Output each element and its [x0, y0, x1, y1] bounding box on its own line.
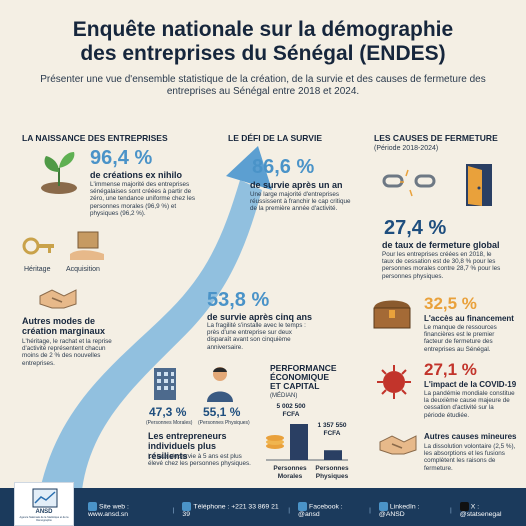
performance-value-physiques-amount: 1 357 550	[317, 422, 347, 429]
linkedin-icon	[378, 502, 388, 511]
resilience-label-physiques: (Personnes Physiques)	[198, 420, 250, 426]
resilience-value-morales: 47,3 %	[149, 405, 187, 419]
broken-chain-icon	[382, 169, 436, 197]
footer-site[interactable]: Site web : www.ansd.sn	[88, 502, 165, 518]
ansd-logo-icon	[32, 488, 58, 508]
performance-category-morales: Personnes Morales	[268, 465, 312, 480]
performance-heading-line-3: ET CAPITAL	[270, 381, 320, 391]
page-title: Enquête nationale sur la démographie des…	[0, 18, 526, 66]
naissance-desc: L'immense majorité des entreprises sénég…	[90, 181, 196, 217]
title-line-2: des entreprises du Sénégal (ENDES)	[80, 42, 446, 65]
fermeture-heading: LES CAUSES DE FERMETURE	[374, 133, 498, 143]
performance-category-physiques: Personnes Physiques	[310, 465, 354, 480]
financement-desc: Le manque de ressources financières est …	[424, 324, 497, 353]
footer-separator: |	[288, 506, 291, 514]
naissance-autres-desc: L'héritage, le rachat et la reprise d'ac…	[22, 338, 112, 367]
survie-heading: LE DÉFI DE LA SURVIE	[228, 133, 322, 143]
fermeture-value: 27,4 %	[384, 217, 447, 239]
footer-x[interactable]: X : @statsenegal	[459, 502, 518, 518]
performance-heading: PERFORMANCE ÉCONOMIQUE ET CAPITAL	[270, 364, 337, 391]
naissance-value: 96,4 %	[90, 147, 153, 169]
coins-icon	[266, 435, 284, 449]
performance-median-label: (MÉDIAN)	[270, 393, 298, 399]
survie-desc-2: La fragilité s'installe avec le temps : …	[207, 322, 306, 351]
resilience-label: Les entrepreneurs individuels plus résil…	[148, 431, 227, 461]
building-icon	[154, 368, 176, 400]
footer-bar: Site web : www.ansd.sn | Téléphone : +22…	[0, 488, 526, 526]
autres-causes-label: Autres causes mineures	[424, 432, 517, 441]
growth-arrow-icon	[40, 146, 272, 490]
performance-category-morales-line-2: Morales	[277, 472, 303, 480]
globe-icon	[88, 502, 97, 511]
survie-label-2: de survie après cinq ans	[207, 312, 313, 322]
survie-desc-1: Une large majorité d'entreprises réussis…	[250, 191, 351, 213]
virus-icon	[377, 365, 411, 399]
performance-value-physiques: 1 357 550 FCFA	[312, 422, 352, 437]
survie-label-1: de survie après un an	[250, 180, 343, 190]
fermeture-label: de taux de fermeture global	[382, 240, 500, 250]
performance-value-morales: 5 002 500 FCFA	[270, 403, 312, 418]
phone-icon	[182, 502, 192, 511]
key-icon	[22, 237, 54, 255]
ansd-logo-subtext: Agence Nationale de la Statistique et de…	[19, 516, 69, 522]
resilience-value-physiques: 55,1 %	[203, 405, 241, 419]
treasure-chest-icon	[373, 300, 411, 329]
autres-causes-desc: La dissolution volontaire (2,5 %), les a…	[424, 443, 516, 472]
survie-value-2: 53,8 %	[207, 289, 270, 311]
footer-separator: |	[450, 506, 452, 514]
covid-value: 27,1 %	[424, 360, 477, 379]
fermeture-desc: Pour les entreprises créées en 2018, le …	[382, 251, 501, 280]
open-door-icon	[466, 164, 492, 206]
bar-personnes-physiques	[324, 450, 342, 460]
footer-separator: |	[369, 506, 371, 514]
performance-category-physiques-line-1: Personnes	[315, 465, 349, 472]
footer-linkedin[interactable]: LinkedIn : @ANSD	[378, 502, 442, 518]
footer-linkedin-text: LinkedIn : @ANSD	[378, 503, 420, 518]
handshake-icon	[39, 289, 77, 309]
bar-personnes-morales	[290, 424, 308, 460]
resilience-desc: Le taux de survie à 5 ans est plus élevé…	[148, 453, 251, 468]
fermeture-period: (Période 2018-2024)	[374, 145, 439, 152]
financement-value: 32,5 %	[424, 294, 477, 313]
footer-phone-text: Téléphone : +221 33 869 21 39	[182, 503, 279, 518]
page-subtitle: Présenter une vue d'ensemble statistique…	[40, 74, 486, 97]
footer-contacts: Site web : www.ansd.sn | Téléphone : +22…	[88, 502, 518, 518]
performance-category-physiques-line-2: Physiques	[315, 472, 349, 480]
performance-category-morales-line-1: Personnes	[273, 465, 307, 472]
heritage-label: Héritage	[24, 266, 51, 273]
footer-facebook[interactable]: Facebook : @ansd	[298, 502, 361, 518]
ansd-logo: ANSD Agence Nationale de la Statistique …	[14, 482, 74, 526]
performance-heading-line-1: PERFORMANCE	[270, 363, 337, 373]
financement-label: L'accès au financement	[424, 314, 514, 323]
naissance-autres-label: Autres modes de création marginaux	[22, 316, 106, 336]
x-icon	[459, 502, 469, 511]
person-icon	[207, 367, 233, 402]
box-hand-icon	[70, 231, 104, 260]
naissance-heading: LA NAISSANCE DES ENTREPRISES	[22, 133, 168, 143]
resilience-label-morales: (Personnes Morales)	[146, 420, 193, 426]
plant-sprout-icon	[41, 152, 77, 194]
footer-site-text: Site web : www.ansd.sn	[88, 503, 129, 518]
footer-x-text: X : @statsenegal	[459, 503, 502, 518]
performance-value-morales-unit: FCFA	[282, 410, 300, 418]
facebook-icon	[298, 502, 308, 511]
naissance-label: de créations ex nihilo	[90, 170, 183, 180]
acquisition-label: Acquisition	[66, 266, 100, 273]
footer-facebook-text: Facebook : @ansd	[298, 503, 343, 518]
survie-value-1: 86,6 %	[252, 156, 315, 178]
performance-heading-line-2: ÉCONOMIQUE	[270, 372, 330, 382]
handshake-icon	[379, 435, 417, 455]
performance-value-physiques-unit: FCFA	[323, 429, 341, 437]
ansd-logo-text: ANSD	[35, 509, 53, 515]
covid-label: L'impact de la COVID-19	[424, 380, 517, 389]
footer-phone[interactable]: Téléphone : +221 33 869 21 39	[182, 502, 280, 518]
title-line-1: Enquête nationale sur la démographie	[72, 18, 454, 41]
performance-value-morales-amount: 5 002 500	[276, 403, 306, 410]
footer-separator: |	[172, 506, 175, 514]
covid-desc: La pandémie mondiale constitue la deuxiè…	[424, 390, 515, 419]
performance-chart	[266, 424, 348, 461]
